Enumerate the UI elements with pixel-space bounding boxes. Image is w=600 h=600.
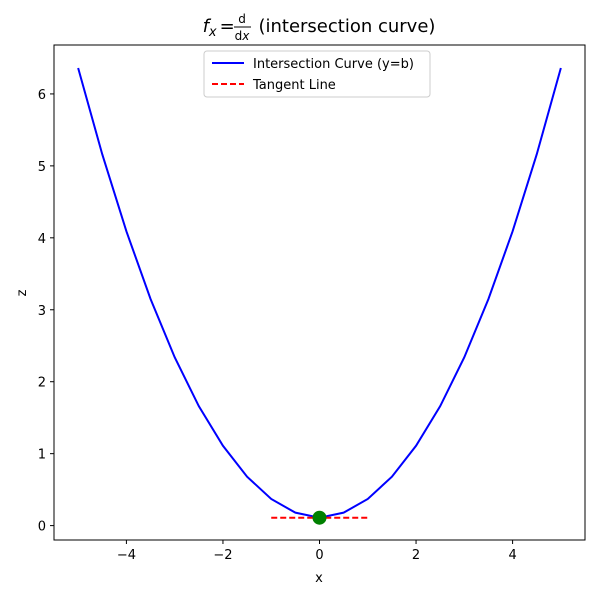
legend: Intersection Curve (y=b) Tangent Line — [203, 50, 431, 98]
x-axis-label: x — [315, 571, 323, 586]
series-line-intersection-curve — [77, 67, 562, 519]
ticks-layer: −4 −2 0 2 4 0 1 2 3 4 5 6 — [38, 88, 517, 563]
y-tick-label: 5 — [38, 160, 46, 175]
legend-label-tangent-line: Tangent Line — [252, 78, 336, 93]
legend-label-intersection-curve: Intersection Curve (y=b) — [253, 57, 414, 72]
highlight-point — [312, 510, 327, 525]
y-tick-label: 1 — [38, 448, 46, 463]
title-suffix: (intersection curve) — [258, 16, 435, 37]
title-frac-denominator-d: d — [235, 29, 243, 43]
y-tick-label: 6 — [38, 88, 46, 103]
title-prefix: f — [203, 16, 212, 37]
y-tick-label: 0 — [38, 520, 46, 535]
x-tick-label: 0 — [315, 548, 323, 563]
title-frac-numerator: d — [238, 12, 246, 26]
title-frac-denominator-var: x — [241, 29, 250, 43]
x-tick-label: −4 — [117, 548, 136, 563]
title-fraction: d dx — [234, 12, 251, 43]
title-prefix-subscript: x — [208, 25, 217, 40]
title-frac-denominator: dx — [235, 29, 251, 43]
plot-frame — [53, 44, 586, 541]
y-tick-label: 3 — [38, 304, 46, 319]
x-tick-label: 4 — [508, 548, 516, 563]
y-tick-label: 2 — [38, 376, 46, 391]
x-tick-label: 2 — [412, 548, 420, 563]
x-tick-label: −2 — [213, 548, 232, 563]
chart-title: fx = (intersection curve) — [203, 16, 436, 40]
data-layer — [77, 67, 562, 525]
title-equals: = — [220, 16, 235, 37]
y-axis-label: z — [15, 289, 30, 296]
legend-box — [203, 50, 431, 98]
y-tick-label: 4 — [38, 232, 46, 247]
